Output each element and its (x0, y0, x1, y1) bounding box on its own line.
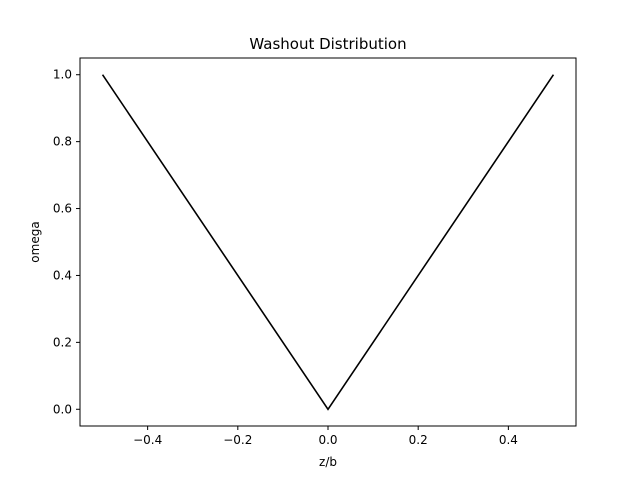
y-tick-label: 0.2 (53, 335, 72, 349)
x-tick-label: 0.2 (409, 433, 428, 447)
series-line (101, 74, 555, 411)
x-tick-label: −0.4 (133, 433, 162, 447)
y-axis-ticks: 0.0 0.2 0.4 0.6 0.8 1.0 (53, 68, 80, 416)
series-layer (101, 74, 555, 411)
x-axis-label: z/b (319, 455, 337, 469)
plot-frame (79, 57, 577, 427)
y-tick-label: 0.4 (53, 268, 72, 282)
y-tick-label: 0.8 (53, 135, 72, 149)
y-tick-label: 0.6 (53, 202, 72, 216)
x-tick-label: 0.4 (499, 433, 518, 447)
x-axis-ticks: −0.4 −0.2 0.0 0.2 0.4 (133, 426, 518, 447)
y-axis-label: omega (28, 221, 42, 262)
y-tick-label: 0.0 (53, 402, 72, 416)
y-tick-label: 1.0 (53, 68, 72, 82)
chart-title: Washout Distribution (249, 35, 406, 53)
x-tick-label: −0.2 (223, 433, 252, 447)
x-tick-label: 0.0 (318, 433, 337, 447)
